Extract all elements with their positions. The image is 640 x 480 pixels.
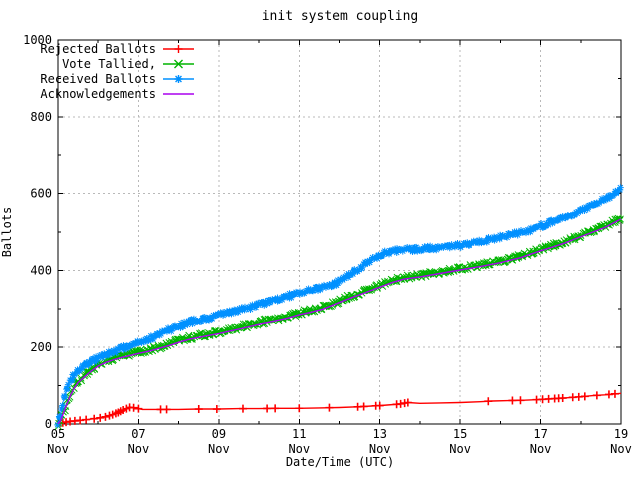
legend-item-rejected-ballots: Rejected Ballots — [40, 42, 194, 56]
legend-marker-asterisk-icon — [174, 75, 183, 83]
x-tick-sublabel: Nov — [128, 442, 150, 456]
plot-border — [57, 39, 622, 425]
legend-item-vote-tallied: Vote Tallied, — [62, 57, 194, 71]
legend-label: Vote Tallied, — [62, 57, 156, 71]
x-tick-label: 19 — [614, 427, 628, 441]
x-tick-sublabel: Nov — [610, 442, 632, 456]
legend-item-received-ballots: Received Ballots — [40, 72, 194, 86]
y-tick-label: 1000 — [23, 33, 52, 47]
legend-label: Received Ballots — [40, 72, 156, 86]
legend-item-acknowledgements: Acknowledgements — [40, 87, 194, 101]
series-markers-received-ballots — [54, 184, 624, 429]
series-line-acknowledgements — [57, 218, 622, 425]
x-axis-label: Date/Time (UTC) — [285, 455, 395, 469]
x-tick-label: 05 — [51, 427, 65, 441]
y-tick-label: 200 — [30, 340, 52, 354]
x-tick-sublabel: Nov — [449, 442, 471, 456]
x-tick-sublabel: Nov — [530, 442, 552, 456]
x-tick-sublabel: Nov — [288, 442, 310, 456]
x-tick-sublabel: Nov — [369, 442, 391, 456]
legend-marker-cross-icon — [174, 59, 183, 69]
x-tick-label: 13 — [372, 427, 386, 441]
x-tick-label: 11 — [292, 427, 306, 441]
legend-label: Rejected Ballots — [40, 42, 156, 56]
series-markers-vote-tallied — [54, 214, 624, 430]
series-markers-rejected-ballots — [56, 389, 619, 428]
x-tick-label: 09 — [212, 427, 226, 441]
x-tick-sublabel: Nov — [208, 442, 230, 456]
y-tick-label: 600 — [30, 187, 52, 201]
y-tick-label: 400 — [30, 263, 52, 277]
x-tick-label: 07 — [131, 427, 145, 441]
x-tick-label: 17 — [533, 427, 547, 441]
legend-label: Acknowledgements — [40, 87, 156, 101]
chart-title: init system coupling — [261, 9, 419, 24]
y-tick-label: 0 — [45, 417, 52, 431]
x-tick-label: 15 — [453, 427, 467, 441]
x-tick-sublabel: Nov — [47, 442, 69, 456]
y-tick-label: 800 — [30, 110, 52, 124]
legend-marker-plus-icon — [174, 45, 183, 53]
